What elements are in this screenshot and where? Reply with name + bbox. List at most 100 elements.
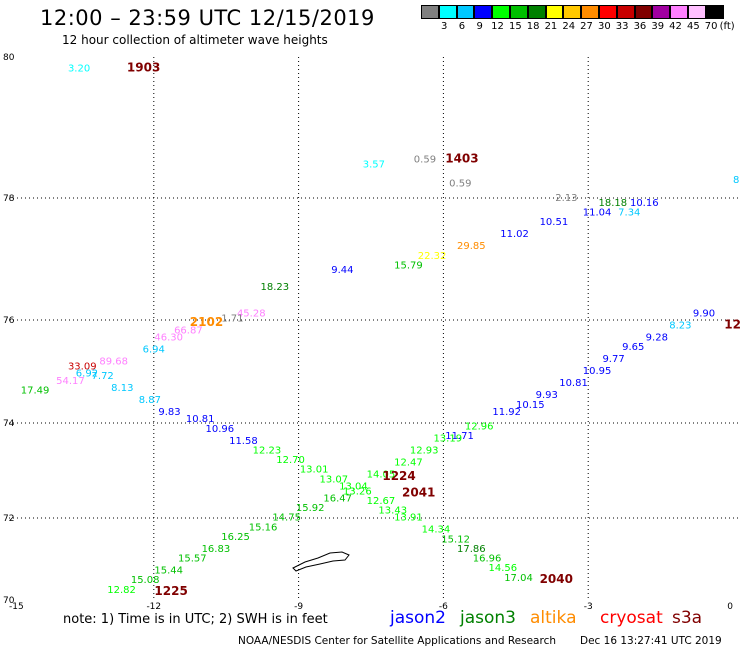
legend-label: 24: [562, 21, 576, 32]
wave-height-label: 11.71: [445, 431, 474, 442]
wave-height-label: 16.25: [221, 532, 250, 543]
legend-swatch: [670, 5, 688, 19]
wave-height-label: 12.82: [107, 585, 136, 596]
wave-height-label: 16.83: [202, 544, 231, 555]
wave-height-label: 11.58: [229, 436, 258, 447]
pass-time-label: 1224: [382, 469, 415, 483]
island-outline: [292, 551, 350, 572]
wave-height-label: 16.96: [473, 554, 502, 565]
wave-height-label: 46.30: [154, 333, 183, 344]
legend-label: 45: [686, 21, 700, 32]
edge-partial-label: 8: [733, 175, 739, 186]
wave-height-label: 13.19: [433, 433, 462, 444]
wave-height-label: 13.43: [378, 506, 407, 517]
wave-height-label: 13.91: [394, 513, 423, 524]
y-tick-label: 70: [3, 596, 15, 606]
wave-height-label: 1.71: [221, 313, 243, 324]
legend-label: 12: [491, 21, 504, 32]
legend-label: 33: [615, 21, 629, 32]
wave-height-label: 14.34: [422, 525, 451, 536]
wave-height-label: 15.16: [249, 522, 278, 533]
wave-height-label: 16.47: [323, 493, 352, 504]
legend-swatch: [705, 5, 724, 19]
legend-label: 18: [526, 21, 540, 32]
legend-label: 6: [458, 21, 466, 32]
x-tick-label: -12: [146, 602, 161, 612]
y-tick-label: 76: [3, 316, 15, 326]
wave-height-label: 12.23: [253, 445, 282, 456]
y-tick-label: 80: [3, 53, 15, 63]
wave-height-label: 9.44: [331, 265, 353, 276]
wave-height-label: 10.16: [630, 198, 659, 209]
wave-height-label: 15.79: [394, 260, 423, 271]
wave-height-label: 13.26: [343, 486, 372, 497]
wave-height-label: 8.13: [111, 383, 133, 394]
wave-height-label: 13.04: [339, 481, 368, 492]
wave-height-label: 12.67: [367, 496, 396, 507]
wave-height-label: 66.87: [174, 325, 203, 336]
legend-swatch: [545, 5, 564, 19]
pass-time-label: 2102: [190, 315, 223, 329]
wave-height-label: 89.68: [99, 357, 128, 368]
x-tick-label: -6: [439, 602, 448, 612]
x-tick-label: -15: [9, 602, 24, 612]
footer-timestamp: Dec 16 13:27:41 UTC 2019: [580, 635, 722, 647]
wave-height-label: 11.04: [583, 208, 612, 219]
wave-height-label: 18.18: [599, 198, 628, 209]
y-tick-label: 78: [3, 194, 15, 204]
legend-swatch: [687, 5, 706, 19]
legend-swatch: [652, 5, 671, 19]
wave-height-label: 13.01: [300, 465, 329, 476]
wave-height-label: 12.47: [394, 457, 423, 468]
wave-height-label: 54.17: [56, 376, 85, 387]
legend-swatch: [509, 5, 528, 19]
legend-unit: (ft): [719, 21, 735, 32]
satellite-cryosat: cryosat: [600, 608, 663, 628]
wave-height-label: 17.86: [457, 544, 486, 555]
wave-height-label: 9.90: [693, 308, 715, 319]
legend-swatch: [474, 5, 493, 19]
wave-height-label: 29.85: [457, 241, 486, 252]
wave-height-label: 10.95: [583, 366, 612, 377]
pass-time-label: 2040: [540, 572, 573, 586]
wave-height-label: 9.28: [646, 333, 668, 344]
wave-height-label: 13.07: [319, 474, 348, 485]
color-legend: [421, 5, 724, 19]
legend-swatch: [598, 5, 617, 19]
wave-height-label: 17.49: [21, 385, 50, 396]
legend-label: 21: [544, 21, 558, 32]
page-subtitle: 12 hour collection of altimeter wave hei…: [62, 33, 328, 47]
legend-label: 70: [704, 21, 718, 32]
wave-height-label: 8.23: [669, 321, 691, 332]
wave-height-label: 10.96: [206, 424, 235, 435]
legend-label: 9: [476, 21, 483, 32]
wave-height-label: 15.57: [178, 554, 207, 565]
wave-height-label: 10.81: [559, 378, 588, 389]
wave-height-label: 6.92: [76, 369, 98, 380]
legend-swatch: [527, 5, 546, 19]
pass-time-label: 1903: [127, 60, 160, 74]
wave-height-label: 6.94: [143, 345, 165, 356]
y-tick-label: 72: [3, 514, 14, 524]
notes-text: note: 1) Time is in UTC; 2) SWH is in fe…: [63, 612, 328, 627]
legend-swatch: [581, 5, 599, 19]
legend-label: 42: [669, 21, 682, 32]
satellite-jason2: jason2: [390, 608, 446, 628]
wave-height-label: 14.75: [272, 513, 301, 524]
wave-height-label: 3.20: [68, 63, 90, 74]
wave-height-label: 33.09: [68, 361, 97, 372]
wave-height-label: 14.56: [488, 563, 517, 574]
satellite-altika: altika: [530, 608, 577, 628]
page-title: 12:00 – 23:59 UTC 12/15/2019: [40, 6, 375, 30]
wave-height-label: 10.15: [516, 400, 545, 411]
wave-height-label: 15.08: [131, 575, 160, 586]
wave-height-label: 15.92: [296, 503, 325, 514]
y-tick-label: 74: [3, 419, 15, 429]
legend-swatch: [492, 5, 510, 19]
wave-height-label: 3.57: [363, 160, 385, 171]
legend-swatch: [634, 5, 653, 19]
pass-time-label: 1403: [445, 152, 478, 166]
wave-height-label: 15.12: [441, 534, 470, 545]
legend-swatch: [456, 5, 475, 19]
